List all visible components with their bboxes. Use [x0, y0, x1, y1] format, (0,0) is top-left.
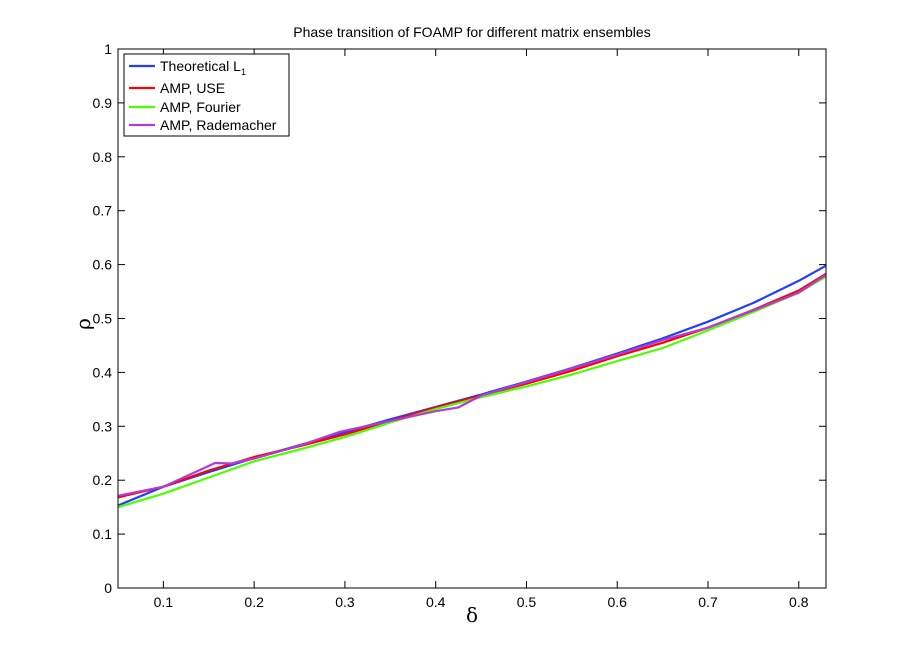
- y-tick-label: 0.2: [93, 472, 113, 488]
- legend-label-theoretical: Theoretical L1: [160, 58, 246, 77]
- ticks-layer: 0.1 0.2 0.3 0.4 0.5 0.6 0.7 0.8 0 0.1 0.2 0.3 0.4 0.5…: [93, 41, 826, 610]
- x-tick-label: 0.2: [244, 594, 264, 610]
- series-line-amp-rademacher: [117, 273, 827, 497]
- y-tick-label: 0.6: [93, 257, 113, 273]
- y-tick-label: 0.4: [93, 364, 113, 380]
- plot-area: [118, 49, 826, 588]
- y-tick-label: 0: [104, 580, 112, 596]
- x-tick-label: 0.4: [426, 594, 446, 610]
- y-tick-label: 0.5: [93, 311, 113, 327]
- x-axis-label: δ: [466, 603, 478, 627]
- x-tick-label: 0.7: [698, 594, 718, 610]
- series-line-amp-fourier: [117, 275, 827, 509]
- legend: Theoretical L1 AMP, USE AMP, Fourier AMP…: [123, 53, 290, 137]
- y-tick-label: 0.9: [93, 95, 113, 111]
- y-tick-label: 0.8: [93, 149, 113, 165]
- y-tick-label: 0.3: [93, 418, 113, 434]
- chart-title: Phase transition of FOAMP for different …: [293, 24, 650, 40]
- series-layer: [117, 264, 827, 509]
- legend-label-amp-fourier: AMP, Fourier: [160, 99, 241, 115]
- x-tick-label: 0.6: [607, 594, 627, 610]
- x-tick-label: 0.5: [517, 594, 537, 610]
- x-tick-label: 0.3: [335, 594, 355, 610]
- y-tick-label: 0.7: [93, 203, 113, 219]
- legend-box: [123, 53, 290, 137]
- legend-label-amp-use: AMP, USE: [160, 80, 225, 96]
- y-axis-label: ρ: [71, 318, 95, 330]
- y-tick-label: 1: [104, 41, 112, 57]
- y-tick-label: 0.1: [93, 526, 113, 542]
- x-tick-label: 0.8: [789, 594, 809, 610]
- legend-label-amp-rademacher: AMP, Rademacher: [160, 117, 277, 133]
- x-tick-label: 0.1: [154, 594, 174, 610]
